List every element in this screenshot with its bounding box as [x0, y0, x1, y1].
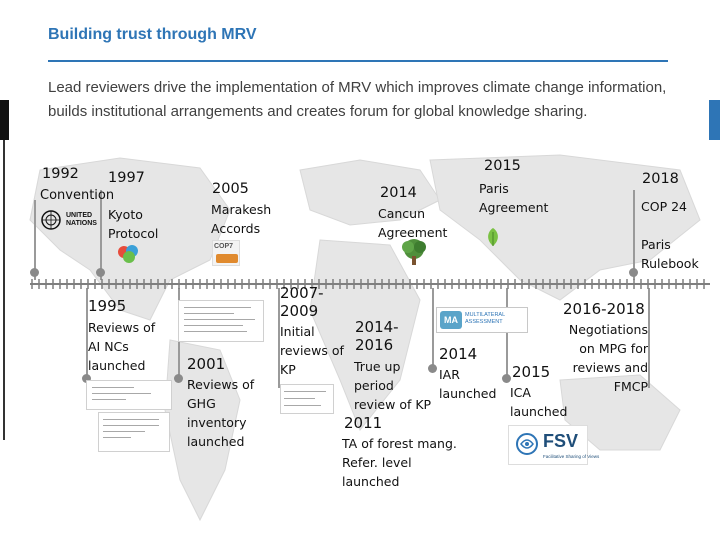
event-kyoto: Kyoto Protocol	[108, 207, 159, 241]
year-2011: 2011	[344, 414, 383, 432]
event-negotiations-mpg: Negotiations on MPG for reviews and FMCP	[568, 322, 648, 394]
title-underline	[48, 60, 668, 62]
tree-icon	[402, 239, 426, 265]
year-2001: 2001	[187, 355, 226, 373]
fsv-logo: FSV Facilitative Sharing of Views	[508, 425, 599, 465]
multilateral-assessment-logo: MA MULTILATERAL ASSESSMENT	[436, 307, 528, 333]
left-edge-line	[3, 140, 5, 440]
year-2018: 2018	[642, 171, 679, 187]
year-1995: 1995	[88, 297, 127, 315]
left-edge-bar	[0, 100, 9, 140]
connector-1997	[100, 190, 102, 280]
document-thumbnail-2001	[178, 300, 264, 342]
cop7-logo-text: COP7	[214, 243, 234, 250]
event-reviews-ghg: Reviews of GHG inventory launched	[187, 377, 255, 449]
fsv-logo-subtitle: Facilitative Sharing of Views	[543, 454, 600, 459]
event-iar-launched: IAR launched	[439, 367, 497, 401]
year-2016-2018: 2016-2018	[563, 300, 645, 318]
event-initial-reviews-kp: Initial reviews of KP	[280, 324, 344, 377]
event-cancun: Cancun Agreement	[378, 206, 448, 240]
connector-2015-ica	[506, 288, 508, 378]
cop7-logo: COP7	[212, 240, 240, 266]
document-thumbnail-1995-a	[86, 380, 172, 410]
year-2015-paris: 2015	[484, 158, 521, 174]
document-thumbnail-1995-b	[98, 412, 170, 452]
ma-logo-text: MULTILATERAL ASSESSMENT	[465, 312, 505, 325]
connector-dot-1992	[30, 268, 39, 277]
connector-dot-1995	[82, 374, 91, 383]
connector-dot-2014-iar	[428, 364, 437, 373]
year-2015-ica: 2015	[512, 363, 551, 381]
connector-dot-2015-ica	[502, 374, 511, 383]
year-2005: 2005	[212, 181, 249, 197]
connector-2014-iar	[432, 288, 434, 368]
connector-2007	[278, 288, 280, 388]
ma-badge: MA	[440, 311, 462, 329]
year-1997: 1997	[108, 170, 145, 186]
event-marakesh: Marakesh Accords	[211, 202, 272, 236]
intro-paragraph: Lead reviewers drive the implementation …	[48, 79, 667, 120]
event-true-up-period: True up period review of KP	[354, 359, 432, 412]
connector-1992	[34, 200, 36, 280]
year-2014-2016: 2014- 2016	[355, 318, 399, 354]
connector-dot-2018	[629, 268, 638, 277]
connector-dot-2001	[174, 374, 183, 383]
year-2014-iar: 2014	[439, 345, 478, 363]
event-cop24: COP 24 Paris Rulebook	[641, 199, 699, 271]
connector-1995	[86, 288, 88, 378]
fsv-globe-icon	[516, 433, 538, 455]
event-ica-launched: ICA launched	[510, 385, 568, 419]
connector-2016	[648, 288, 650, 388]
paris-leaf-icon	[488, 228, 498, 246]
document-thumbnail-kp	[280, 384, 334, 414]
event-convention: Convention	[40, 188, 115, 203]
un-logo-text: UNITED NATIONS	[66, 212, 97, 227]
slide-title: Building trust through MRV	[48, 26, 257, 43]
right-edge-bar	[709, 100, 720, 140]
world-map-background	[29, 154, 701, 522]
timeline-axis	[30, 279, 710, 289]
kyoto-logo-icon	[118, 245, 138, 263]
year-2014-cancun: 2014	[380, 185, 417, 201]
event-paris: Paris Agreement	[479, 181, 549, 215]
connector-2018	[633, 190, 635, 280]
event-reviews-ai-ncs: Reviews of AI NCs launched	[88, 320, 156, 373]
year-1992: 1992	[42, 166, 79, 182]
un-emblem-icon	[41, 210, 61, 230]
fsv-logo-text: FSV	[543, 431, 579, 451]
event-ta-forest: TA of forest mang. Refer. level launched	[342, 436, 457, 489]
year-2007-2009: 2007- 2009	[280, 284, 324, 320]
connector-dot-1997	[96, 268, 105, 277]
